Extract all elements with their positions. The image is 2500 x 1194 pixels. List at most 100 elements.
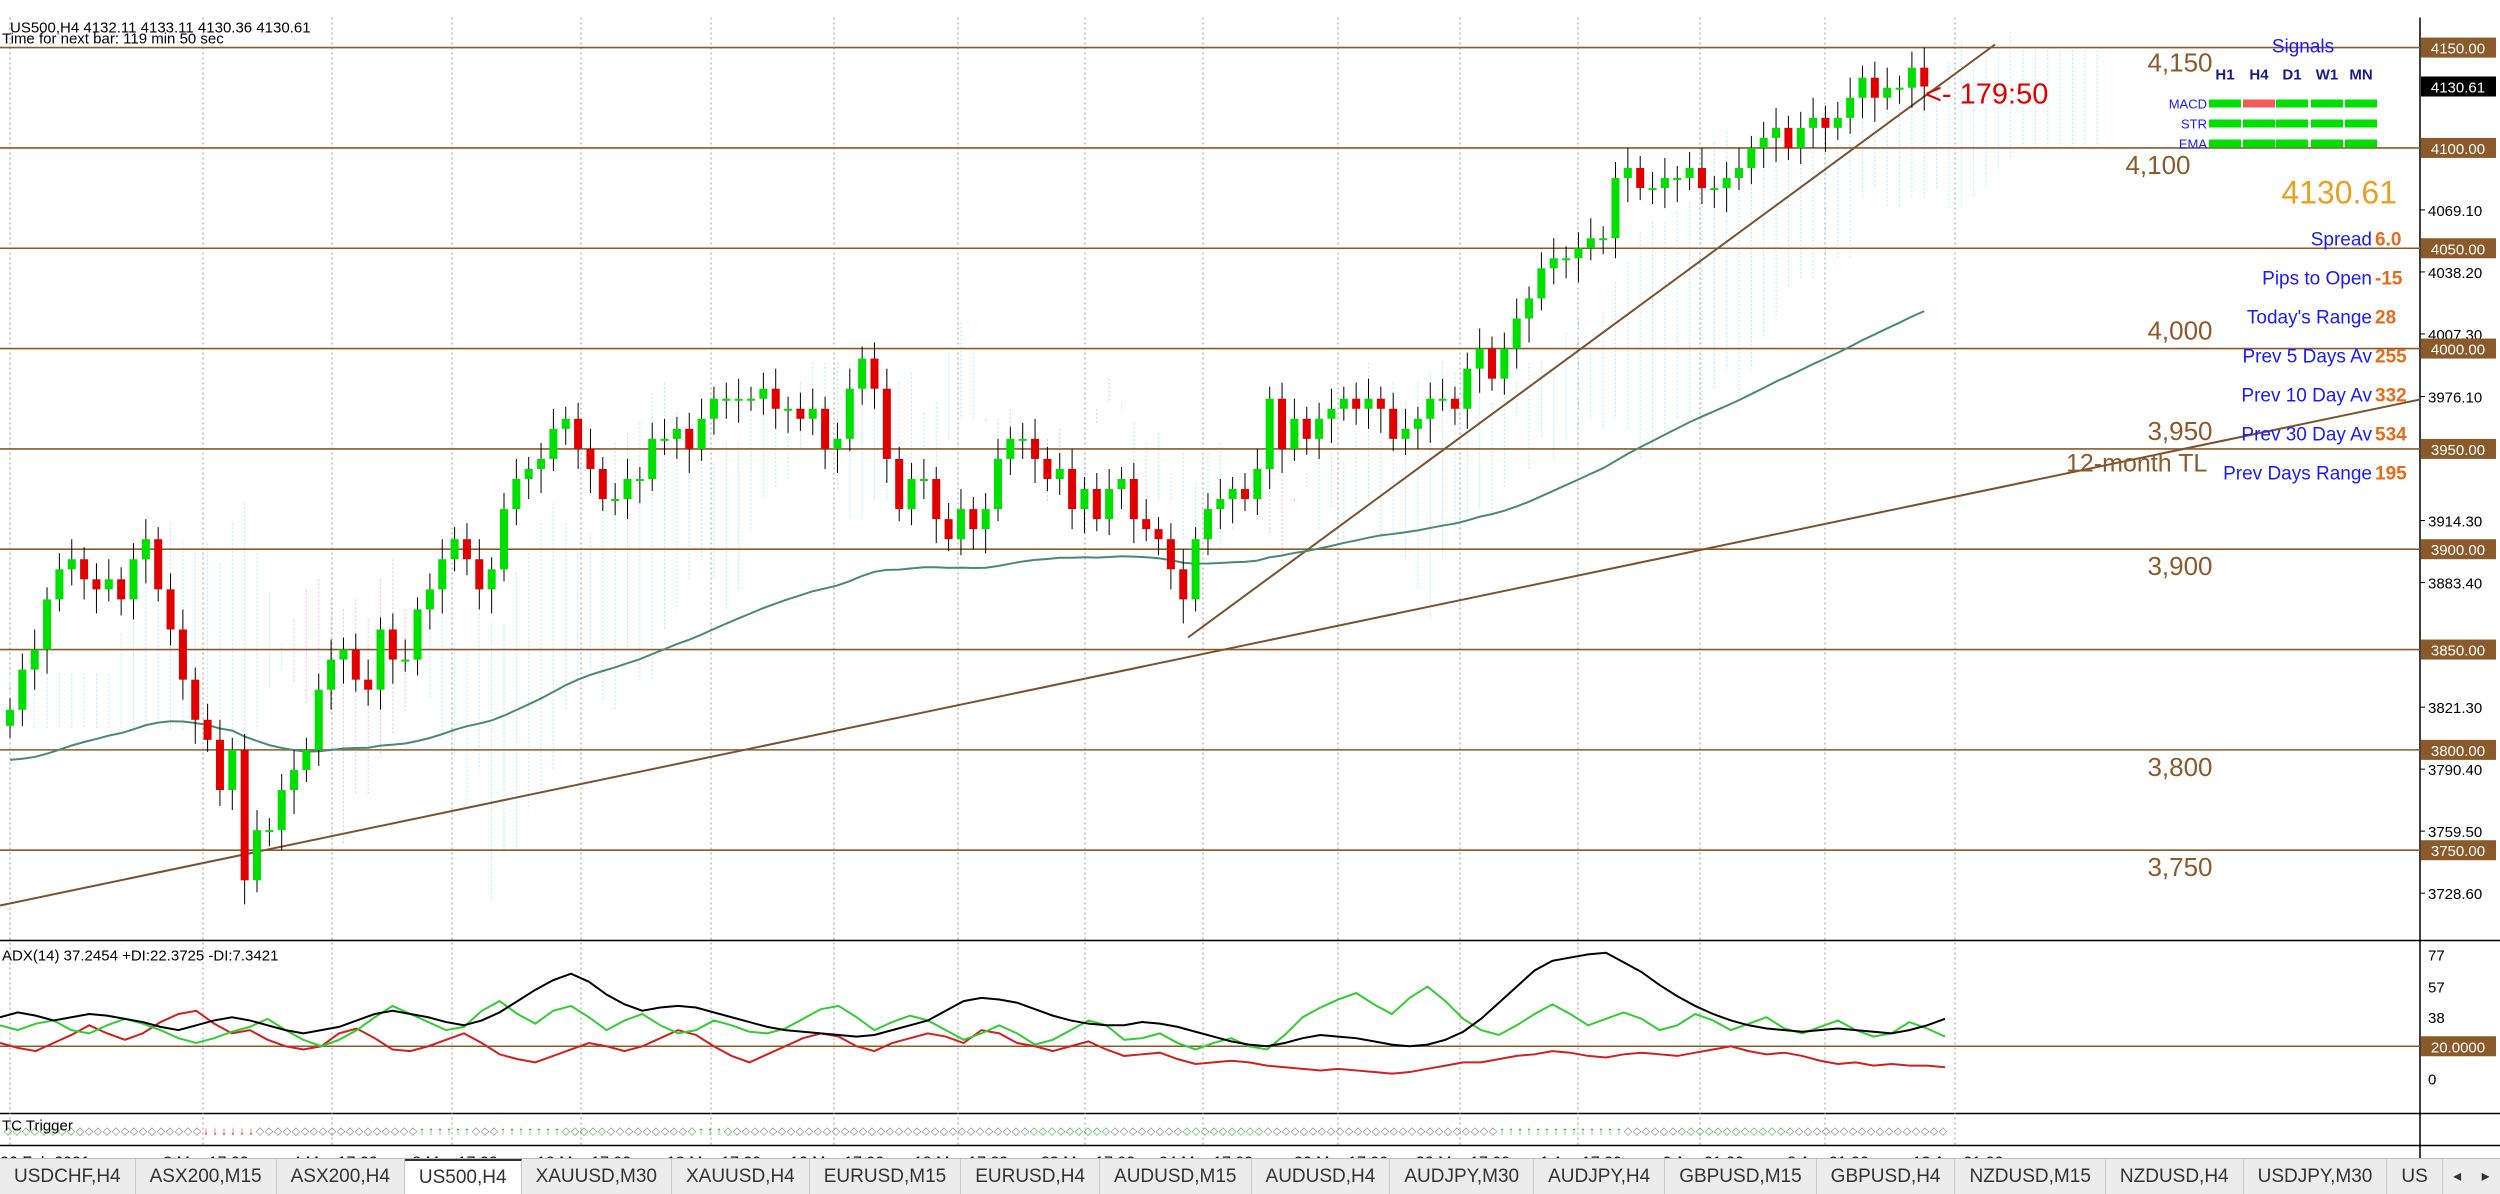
signal-column-label: D1 [2282, 67, 2301, 84]
chart-tab[interactable]: XAUUSD,M30 [522, 1159, 672, 1194]
tc-arrow: ◇ [1390, 1126, 1399, 1138]
tc-arrow: ◇ [1921, 1126, 1930, 1138]
stat-value: 332 [2375, 386, 2407, 407]
tc-arrow: ↑ [554, 1126, 560, 1138]
tc-arrow: ◇ [1741, 1126, 1750, 1138]
support-resistance-levels: 4,150 4,100 4,000 3,950 3,900 3,800 3,750 [0, 46, 2420, 882]
chart-tab[interactable]: AUDJPY,H4 [1534, 1159, 1666, 1194]
chart-tab[interactable]: USDCHF,H4 [0, 1159, 136, 1194]
candle-body [1413, 418, 1422, 429]
signal-column-label: H4 [2249, 67, 2269, 84]
candle-body [1068, 468, 1077, 510]
tc-arrow: ◇ [922, 1126, 931, 1138]
candle-body [709, 398, 718, 419]
price-label: 4038.20 [2428, 265, 2482, 282]
price-label: 3790.40 [2428, 762, 2482, 779]
tc-arrow: ◇ [1867, 1126, 1876, 1138]
chart-tab[interactable]: XAUUSD,H4 [672, 1159, 810, 1194]
tc-arrow: ◇ [733, 1126, 742, 1138]
tc-arrow: ◇ [868, 1126, 877, 1138]
chart-tab[interactable]: NZDUSD,M15 [1955, 1159, 2106, 1194]
signal-cell [2243, 119, 2275, 128]
level-label: 4,100 [2125, 150, 2190, 180]
chart-tab[interactable]: NZDUSD,H4 [2106, 1159, 2244, 1194]
candle-body [1364, 398, 1373, 409]
chart-tab[interactable]: ASX200,H4 [277, 1159, 405, 1194]
tc-arrow: ◇ [1678, 1126, 1687, 1138]
tc-arrow: ↑ [1517, 1126, 1523, 1138]
tc-arrow: ◇ [31, 1126, 40, 1138]
candle-body [771, 388, 780, 409]
candle-body [1870, 77, 1879, 98]
tc-arrow: ◇ [1174, 1126, 1183, 1138]
tc-arrow: ◇ [472, 1126, 481, 1138]
tc-arrow: ◇ [796, 1126, 805, 1138]
tab-scroll-right-icon[interactable]: ▸ [2481, 1168, 2490, 1185]
signal-cell [2209, 119, 2241, 128]
tc-arrow: ◇ [679, 1126, 688, 1138]
chart-tab[interactable]: EURUSD,M15 [810, 1159, 962, 1194]
candle-body [141, 539, 150, 560]
chart-tab[interactable]: USDJPY,M30 [2244, 1159, 2388, 1194]
tc-arrow: ◇ [1246, 1126, 1255, 1138]
chart-tab[interactable]: AUDJPY,M30 [1390, 1159, 1535, 1194]
candle-body [80, 559, 89, 580]
candle-body [660, 438, 669, 441]
signal-column-label: H1 [2215, 67, 2234, 84]
tc-arrow: ◇ [400, 1126, 409, 1138]
tc-arrow: ↑ [1589, 1126, 1595, 1138]
candle-body [1339, 398, 1348, 409]
candle-body [1772, 127, 1781, 138]
tc-arrow: ◇ [337, 1126, 346, 1138]
chart-tab[interactable]: EURUSD,H4 [961, 1159, 1101, 1194]
tc-arrow: ↑ [1544, 1126, 1550, 1138]
tc-arrow: ◇ [49, 1126, 58, 1138]
candle-body [438, 559, 447, 590]
stat-label: Today's Range [2247, 308, 2372, 329]
candle-body [623, 479, 632, 500]
candle-body [1883, 87, 1892, 98]
candle-body [1376, 398, 1385, 409]
tc-arrow: ◇ [1714, 1126, 1723, 1138]
candle-body [895, 458, 904, 510]
price-label: 3850.00 [2431, 643, 2485, 660]
candle-body [586, 448, 595, 469]
price-label: 3976.10 [2428, 390, 2482, 407]
chart-tab[interactable]: GBPUSD,H4 [1817, 1159, 1956, 1194]
tc-arrow: ↓ [239, 1126, 245, 1138]
candle-body [166, 589, 175, 630]
chart-tab[interactable]: ASX200,M15 [136, 1159, 277, 1194]
tc-arrow: ◇ [1264, 1126, 1273, 1138]
chart-tab[interactable]: US500,H4 [404, 1159, 522, 1194]
chart-tab[interactable]: US [2387, 1159, 2443, 1194]
tc-arrow: ◇ [391, 1126, 400, 1138]
price-label: 4100.00 [2431, 141, 2485, 158]
tc-arrow: ◇ [1075, 1126, 1084, 1138]
tc-arrow: ◇ [643, 1126, 652, 1138]
ema-line [9, 310, 1925, 761]
chart-tab[interactable]: GBPUSD,M15 [1665, 1159, 1817, 1194]
tc-arrow: ↓ [230, 1126, 236, 1138]
tc-arrow: ↑ [500, 1126, 506, 1138]
signal-row-label: MACD [2169, 97, 2207, 112]
candle-body [154, 539, 163, 590]
chart-tab[interactable]: AUDUSD,M15 [1100, 1159, 1252, 1194]
candle-body [191, 679, 200, 720]
tc-arrow: ◇ [1876, 1126, 1885, 1138]
candle-body [1697, 167, 1706, 189]
tc-arrow: ◇ [985, 1126, 994, 1138]
symbol-header: US500,H4 4132.11 4133.11 4130.36 4130.61 [10, 20, 311, 37]
candle-body [907, 479, 916, 510]
candle-body [1858, 77, 1867, 98]
tc-arrow: ◇ [1687, 1126, 1696, 1138]
candle-body [129, 559, 138, 600]
candle-body [1080, 489, 1089, 510]
chart-tab[interactable]: AUDUSD,H4 [1252, 1159, 1391, 1194]
tab-scroll-left-icon[interactable]: ◂ [2453, 1168, 2462, 1185]
tc-arrow: ◇ [1759, 1126, 1768, 1138]
tc-arrow: ↑ [1553, 1126, 1559, 1138]
signal-cell [2345, 119, 2377, 128]
tc-arrow: ◇ [1318, 1126, 1327, 1138]
tc-arrow: ◇ [481, 1126, 490, 1138]
adx-level-box [2421, 1036, 2496, 1057]
